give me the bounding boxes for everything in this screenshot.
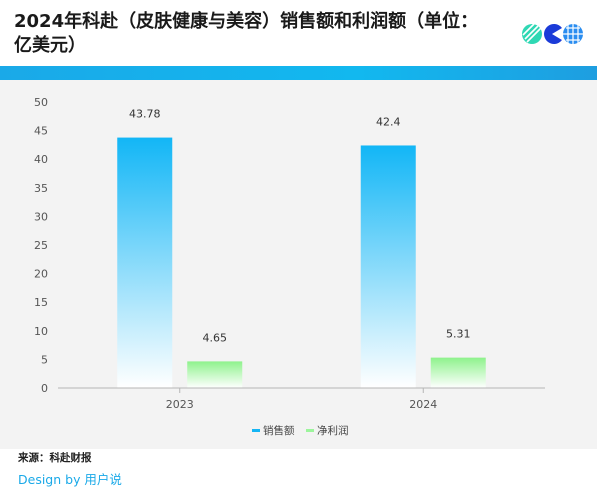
y-tick-label: 45 bbox=[34, 125, 48, 138]
chart-title: 2024年科赴（皮肤健康与美容）销售额和利润额（单位：亿美元） bbox=[14, 11, 479, 56]
legend-label: 净利润 bbox=[317, 424, 349, 437]
source-note: 来源：科赴财报 bbox=[18, 452, 92, 464]
y-tick-label: 40 bbox=[34, 153, 48, 166]
y-tick-label: 10 bbox=[34, 325, 48, 338]
y-tick-label: 0 bbox=[41, 382, 48, 395]
header-accent-bar bbox=[0, 66, 597, 80]
y-tick-label: 20 bbox=[34, 268, 48, 281]
design-credit: Design by 用户说 bbox=[18, 472, 122, 487]
chart-panel: 0 5 10 15 20 25 30 35 40 45 50 43.78 4.65 42.4 5.31 2… bbox=[0, 80, 597, 449]
bar-chart: 0 5 10 15 20 25 30 35 40 45 50 43.78 4.65 42.4 5.31 2… bbox=[34, 96, 545, 437]
pacman-logo-icon bbox=[544, 24, 562, 44]
bar-value-label: 4.65 bbox=[203, 331, 228, 344]
bar-value-label: 5.31 bbox=[446, 328, 471, 341]
bar-profit bbox=[187, 361, 243, 388]
y-tick-label: 25 bbox=[34, 239, 48, 252]
legend-label: 销售额 bbox=[263, 424, 295, 437]
y-tick-label: 35 bbox=[34, 182, 48, 195]
bar-value-label: 42.4 bbox=[376, 115, 401, 128]
legend-swatch bbox=[306, 429, 314, 432]
brand-logo-group bbox=[521, 22, 583, 46]
y-tick-label: 30 bbox=[34, 210, 48, 223]
leaf-logo-icon bbox=[522, 23, 542, 44]
legend-swatch bbox=[252, 429, 260, 432]
bar-value-label: 43.78 bbox=[129, 108, 161, 121]
bar-sales bbox=[360, 145, 416, 388]
x-tick-label: 2023 bbox=[166, 398, 194, 411]
y-tick-label: 50 bbox=[34, 96, 48, 109]
y-tick-label: 5 bbox=[41, 353, 48, 366]
bar-profit bbox=[430, 357, 486, 388]
x-tick-label: 2024 bbox=[409, 398, 437, 411]
globe-logo-icon bbox=[563, 24, 583, 44]
bar-sales bbox=[117, 137, 173, 388]
y-tick-label: 15 bbox=[34, 296, 48, 309]
